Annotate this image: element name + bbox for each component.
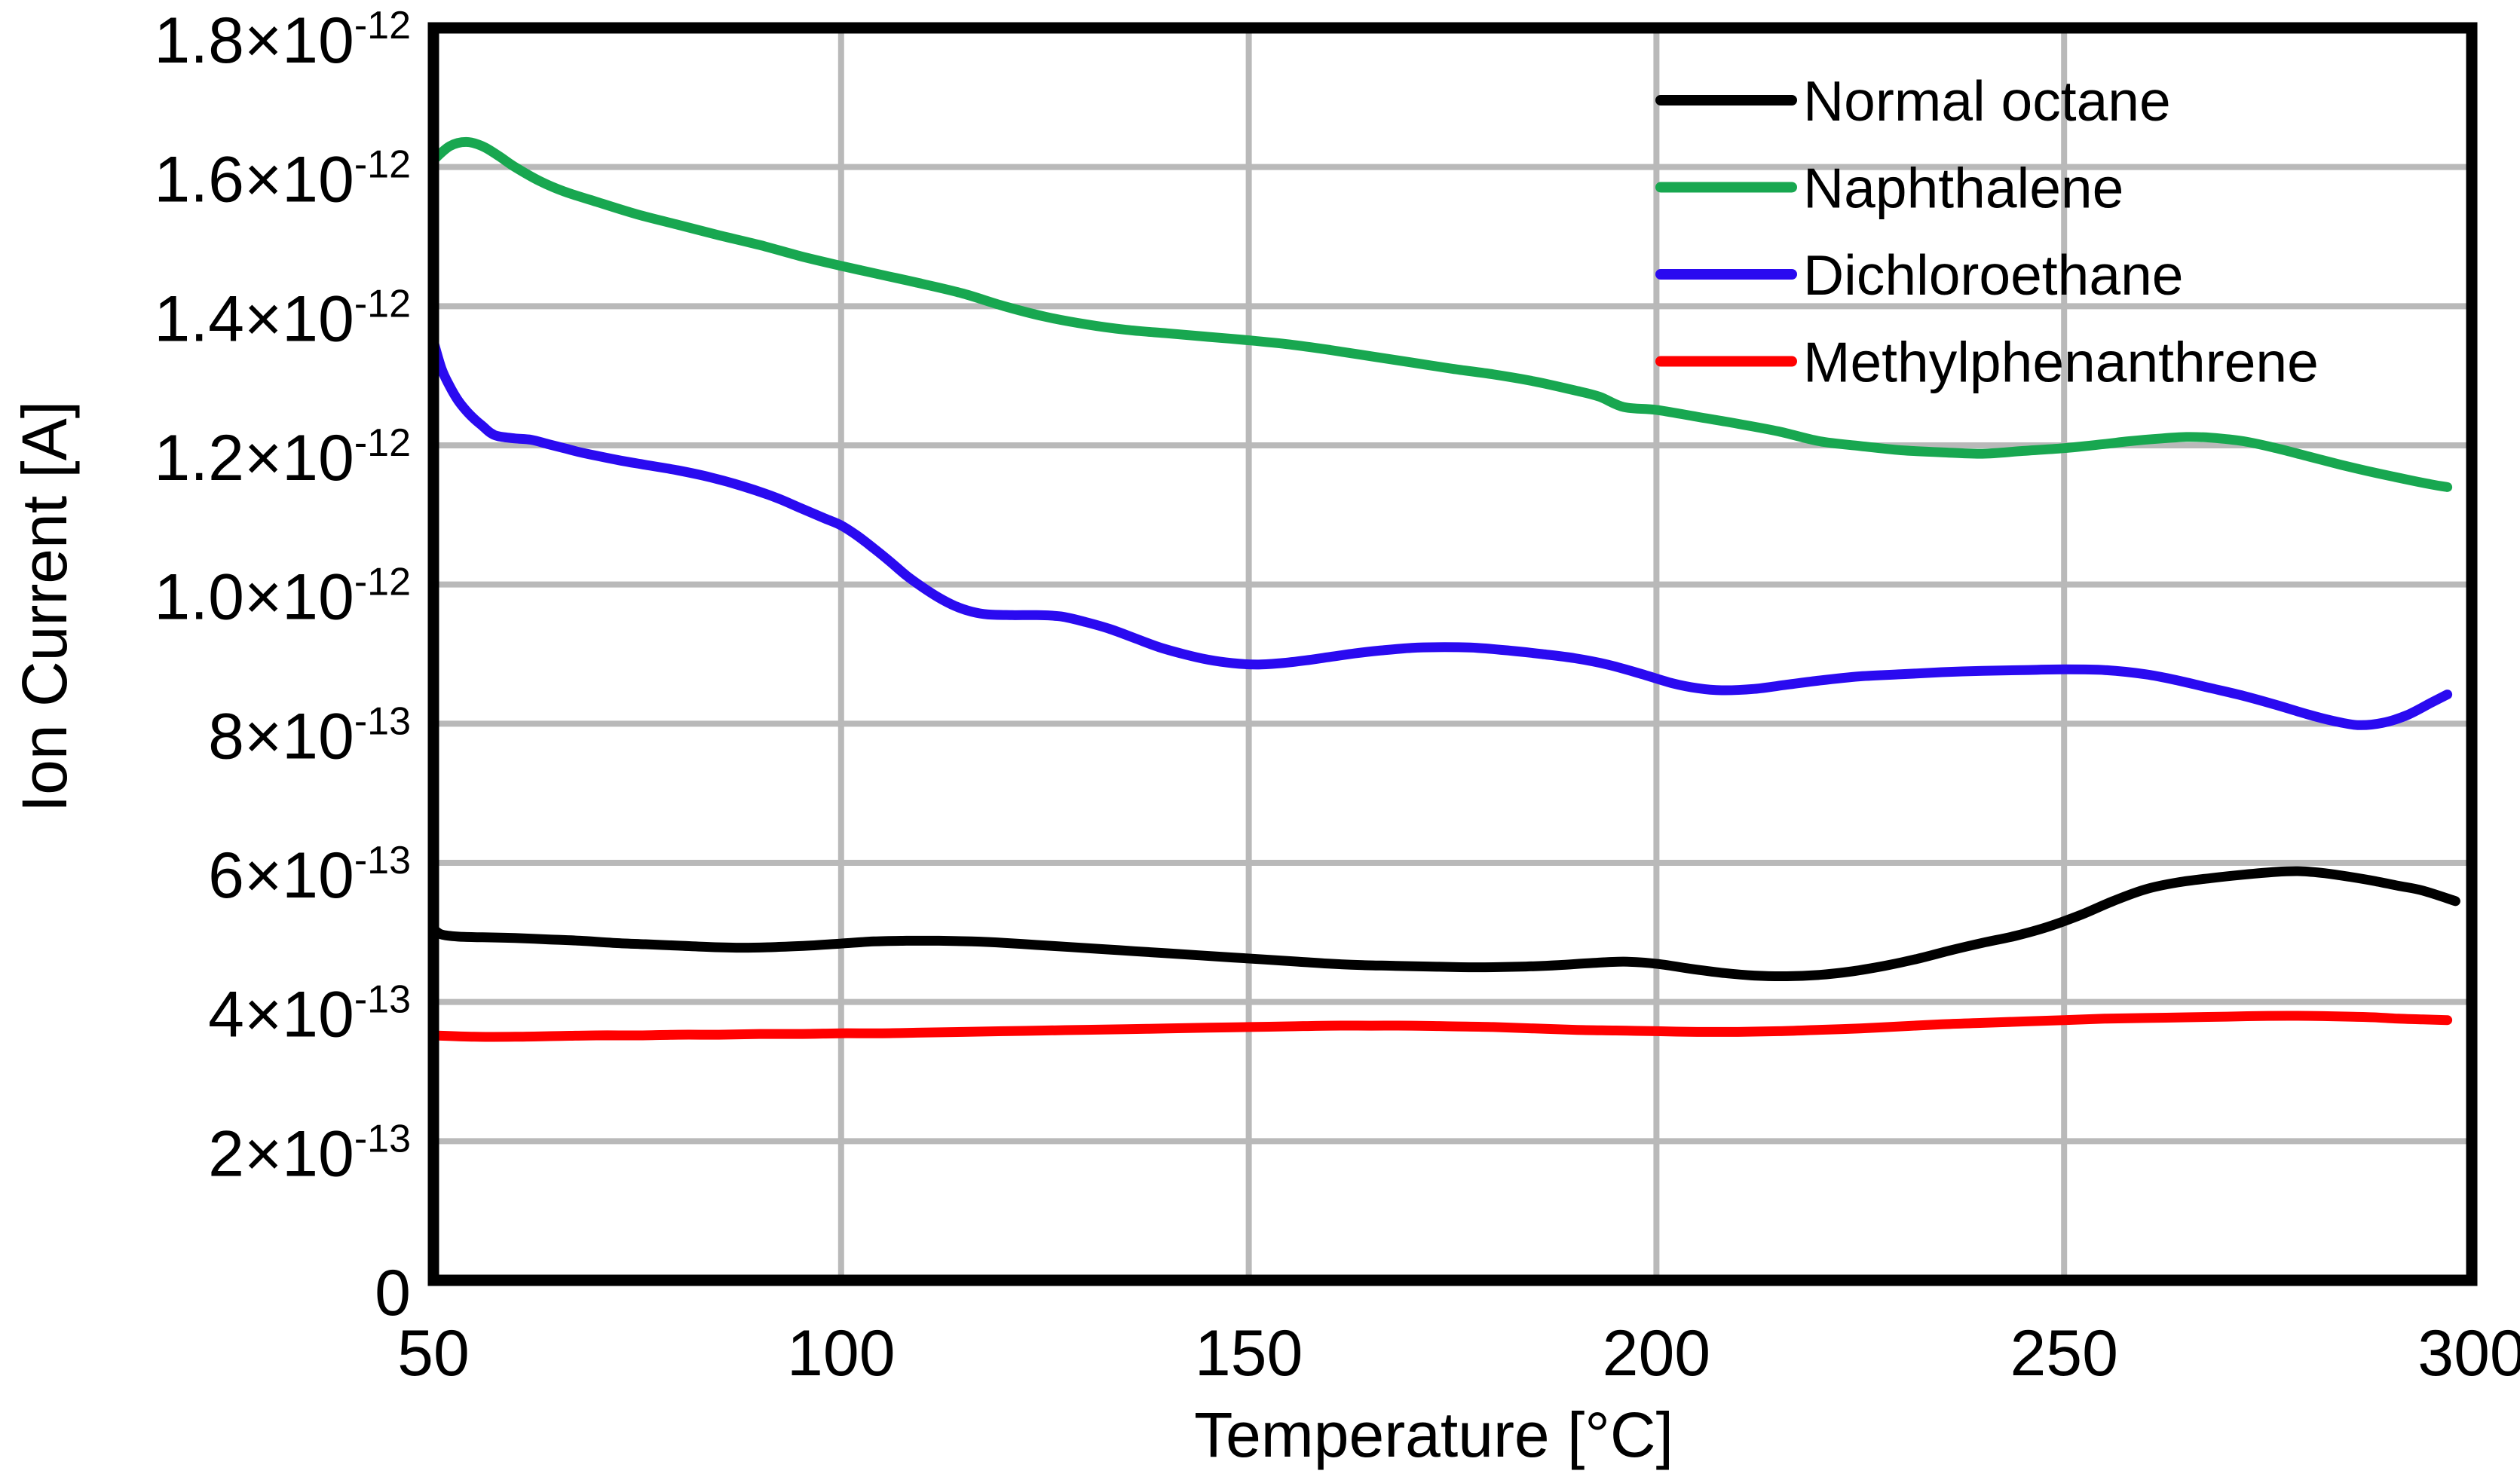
y-tick-label-16e-13: 1.6×10-12 xyxy=(154,143,411,216)
x-axis-tick-labels: 50 100 150 200 250 300 xyxy=(397,1317,2520,1390)
plot-border xyxy=(427,22,2478,1286)
y-tick-exponent: -12 xyxy=(354,282,411,326)
y-tick-label-0e-13: 0 xyxy=(375,1257,411,1329)
y-tick-mantissa: 4×10 xyxy=(208,979,354,1051)
y-tick-label-18e-13: 1.8×10-12 xyxy=(154,4,411,77)
x-tick-label-250: 250 xyxy=(2010,1317,2118,1390)
x-tick-label-100: 100 xyxy=(787,1317,896,1390)
x-axis-title: Temperature [°C] xyxy=(1194,1399,1673,1470)
y-tick-mantissa: 1.0×10 xyxy=(154,561,354,634)
y-tick-label-4e-13: 4×10-13 xyxy=(208,978,411,1051)
y-tick-mantissa: 1.2×10 xyxy=(154,422,354,494)
y-tick-label-8e-13: 8×10-13 xyxy=(208,699,411,772)
series-line-normal-octane xyxy=(433,866,2460,982)
legend: Normal octane Naphthalene Dichloroethane Me… xyxy=(1655,69,2319,394)
y-tick-mantissa: 0 xyxy=(375,1257,411,1329)
y-tick-label-10e-13: 1.0×10-12 xyxy=(154,561,411,634)
y-tick-mantissa: 1.6×10 xyxy=(154,144,354,216)
y-axis-tick-labels: 02×10-134×10-136×10-138×10-131.0×10-121.… xyxy=(154,4,411,1329)
y-tick-label-14e-13: 1.4×10-12 xyxy=(154,282,411,355)
legend-label-methylphenanthrene: Methylphenanthrene xyxy=(1803,331,2319,394)
y-tick-exponent: -13 xyxy=(354,839,411,882)
x-tick-label-50: 50 xyxy=(397,1317,470,1390)
y-tick-mantissa: 2×10 xyxy=(208,1118,354,1190)
y-tick-exponent: -12 xyxy=(354,4,411,47)
y-tick-label-2e-13: 2×10-13 xyxy=(208,1117,411,1190)
y-tick-label-6e-13: 6×10-13 xyxy=(208,839,411,912)
y-tick-exponent: -12 xyxy=(354,143,411,187)
y-tick-exponent: -12 xyxy=(354,561,411,604)
legend-label-normal-octane: Normal octane xyxy=(1803,69,2171,133)
series-lines xyxy=(433,136,2460,1042)
x-tick-label-300: 300 xyxy=(2417,1317,2520,1390)
y-tick-exponent: -13 xyxy=(354,699,411,743)
y-tick-mantissa: 6×10 xyxy=(208,839,354,912)
x-tick-label-150: 150 xyxy=(1195,1317,1303,1390)
gridlines xyxy=(433,28,2472,1280)
series-line-methylphenanthrene xyxy=(433,1011,2453,1042)
x-tick-label-200: 200 xyxy=(1603,1317,1711,1390)
series-line-dichloroethane xyxy=(433,336,2453,730)
y-tick-mantissa: 1.4×10 xyxy=(154,283,354,355)
y-tick-exponent: -12 xyxy=(354,421,411,465)
y-tick-exponent: -13 xyxy=(354,1117,411,1160)
legend-label-dichloroethane: Dichloroethane xyxy=(1803,243,2184,307)
y-tick-exponent: -13 xyxy=(354,978,411,1022)
y-tick-mantissa: 1.8×10 xyxy=(154,5,354,77)
y-tick-label-12e-13: 1.2×10-12 xyxy=(154,421,411,494)
y-tick-mantissa: 8×10 xyxy=(208,700,354,772)
legend-label-naphthalene: Naphthalene xyxy=(1803,157,2123,220)
series-line-naphthalene xyxy=(433,136,2453,492)
y-axis-title: Ion Current [A] xyxy=(9,401,80,812)
